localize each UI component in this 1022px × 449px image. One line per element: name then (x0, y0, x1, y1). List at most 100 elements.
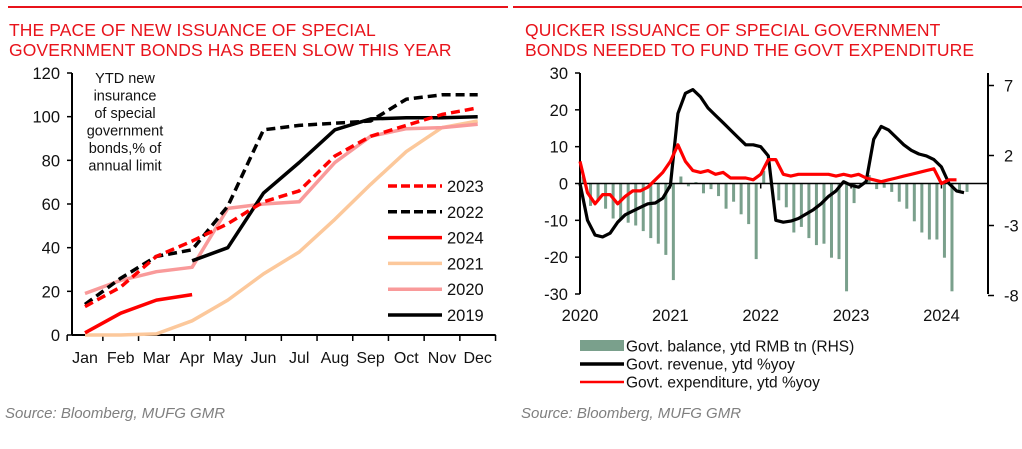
y-tick-label: 0 (51, 327, 60, 345)
balance-bar (649, 183, 653, 239)
left-y-tick-label: -30 (544, 286, 568, 304)
left-y-tick-label: 20 (550, 102, 568, 120)
balance-bar (709, 183, 713, 190)
balance-bar (664, 183, 668, 255)
x-tick-label: 2021 (652, 307, 689, 325)
y-tick-label: 20 (42, 283, 60, 301)
balance-bar (875, 183, 879, 190)
balance-bar (792, 183, 796, 233)
y-tick-label: 80 (42, 152, 60, 170)
x-tick-label: 2023 (833, 307, 870, 325)
balance-bar (732, 183, 736, 202)
source-note: Source: Bloomberg, MUFG GMR (521, 405, 742, 422)
balance-bar (634, 183, 638, 226)
legend-label-2019: 2019 (447, 307, 484, 325)
balance-bar (822, 183, 826, 244)
balance-bar (762, 170, 766, 184)
source-note: Source: Bloomberg, MUFG GMR (5, 405, 226, 422)
balance-bar (724, 183, 728, 209)
balance-bar (950, 183, 954, 292)
balance-bar (920, 183, 924, 233)
balance-bar (927, 183, 931, 240)
balance-bar (739, 183, 743, 215)
chart-title: QUICKER ISSUANCE OF SPECIAL GOVERNMENT B… (525, 20, 975, 60)
balance-bar (799, 183, 803, 227)
left-y-tick-label: -10 (544, 212, 568, 230)
y-tick-label: 40 (42, 240, 60, 258)
balance-bar (701, 183, 705, 194)
series-line-2020 (84, 122, 478, 296)
x-tick-label: Oct (394, 350, 419, 367)
balance-bar (626, 183, 630, 223)
balance-bar (679, 176, 683, 184)
chart-annotation-line: insurance (94, 89, 157, 105)
title-rule (8, 6, 508, 8)
legend-label-expenditure: Govt. expenditure, ytd %yoy (626, 375, 820, 392)
chart-annotation-line: bonds,% of (89, 141, 163, 157)
fiscal-combo-chart: 2020 2021 2022 2023 2024 -30 -20 -10 0 10 20 30 -8 -3… (544, 65, 1019, 392)
balance-bar (747, 183, 751, 225)
expenditure-line (578, 143, 957, 206)
x-tick-label: Feb (107, 350, 135, 367)
right-y-tick-label: 2 (1004, 148, 1013, 166)
legend-label-2024: 2024 (447, 230, 484, 248)
balance-bar (845, 183, 849, 292)
x-tick-label: Jan (72, 350, 98, 367)
balance-bar (942, 183, 946, 258)
balance-bar (596, 183, 600, 201)
chart-annotation-line: government (87, 124, 164, 140)
balance-bar (890, 183, 894, 192)
balance-bar (829, 183, 833, 258)
x-tick-label: 2024 (923, 307, 960, 325)
balance-bar (837, 183, 841, 260)
series-line-2021 (85, 119, 479, 337)
x-tick-label: Aug (321, 350, 349, 367)
issuance-line-chart: 0 20 40 60 80 100 120 Jan Feb Mar Apr May Jun Jul Aug S… (32, 65, 497, 367)
balance-bar (777, 183, 781, 201)
balance-bar (754, 183, 758, 260)
legend-label-2021: 2021 (447, 255, 484, 273)
legend-label-2023: 2023 (447, 178, 484, 196)
x-tick-label: Jun (251, 350, 277, 367)
left-y-tick-label: 10 (550, 139, 568, 157)
y-tick-label: 100 (32, 109, 60, 127)
chart-annotation-line: YTD new (95, 71, 155, 87)
x-tick-label: 2020 (562, 307, 599, 325)
x-tick-label: Sep (356, 350, 385, 367)
x-tick-label: Dec (463, 350, 491, 367)
x-tick-label: 2022 (742, 307, 779, 325)
legend-label-2022: 2022 (447, 204, 484, 222)
right-chart-panel: QUICKER ISSUANCE OF SPECIAL GOVERNMENT B… (512, 0, 1022, 449)
balance-bar (784, 183, 788, 208)
left-y-tick-label: -20 (544, 249, 568, 267)
right-y-tick-label: -8 (1004, 288, 1019, 306)
legend-label-balance: Govt. balance, ytd RMB tn (RHS) (626, 339, 854, 356)
x-tick-label: Jul (289, 350, 309, 367)
chart-annotation-line: of special (94, 106, 155, 122)
right-y-tick-label: 7 (1004, 78, 1013, 96)
balance-bar (671, 183, 675, 281)
left-y-tick-label: 0 (559, 176, 568, 194)
legend-label-2020: 2020 (447, 281, 484, 299)
right-y-tick-label: -3 (1004, 218, 1019, 236)
left-y-tick-label: 30 (550, 65, 568, 83)
title-rule (513, 6, 1022, 8)
balance-bar (897, 183, 901, 202)
balance-bar (935, 183, 939, 240)
x-tick-label: Apr (180, 350, 206, 367)
chart-title: THE PACE OF NEW ISSUANCE OF SPECIAL GOVE… (9, 20, 452, 60)
series-line-2024 (84, 292, 193, 335)
balance-bar (717, 183, 721, 197)
balance-bar (958, 183, 961, 192)
left-chart-panel: THE PACE OF NEW ISSUANCE OF SPECIAL GOVE… (0, 0, 510, 449)
x-tick-label: Mar (143, 350, 171, 367)
y-tick-label: 60 (42, 196, 60, 214)
balance-bar (686, 183, 690, 187)
y-tick-label: 120 (32, 65, 60, 83)
balance-bar (905, 183, 909, 209)
series-line-2022 (83, 93, 478, 306)
balance-bar (882, 183, 886, 188)
balance-bar (656, 183, 660, 244)
revenue-line (578, 87, 965, 239)
balance-bar (912, 183, 916, 222)
